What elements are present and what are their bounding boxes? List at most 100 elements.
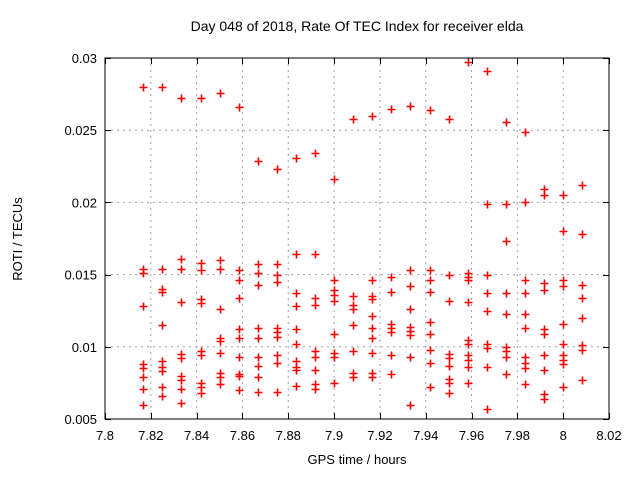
data-point-marker xyxy=(406,266,415,275)
data-point-marker xyxy=(559,383,568,392)
data-point-marker xyxy=(254,388,263,397)
data-point-marker xyxy=(197,259,206,268)
y-tick-label: 0.015 xyxy=(64,268,97,283)
data-point-marker xyxy=(311,301,320,310)
data-point-marker xyxy=(426,266,435,275)
data-point-marker xyxy=(578,281,587,290)
data-point-marker xyxy=(368,349,377,358)
data-point-marker xyxy=(483,307,492,316)
x-axis-label: GPS time / hours xyxy=(307,452,407,467)
data-point-marker xyxy=(254,281,263,290)
data-point-marker xyxy=(292,250,301,259)
data-point-marker xyxy=(521,128,530,137)
data-point-marker xyxy=(216,89,225,98)
data-point-marker xyxy=(521,289,530,298)
data-point-marker xyxy=(292,289,301,298)
data-point-marker xyxy=(426,106,435,115)
data-point-marker xyxy=(158,367,167,376)
data-point-marker xyxy=(559,227,568,236)
data-point-marker xyxy=(197,266,206,275)
data-point-marker xyxy=(483,67,492,76)
data-point-marker xyxy=(349,115,358,124)
data-point-marker xyxy=(368,276,377,285)
data-point-marker xyxy=(426,330,435,339)
data-point-marker xyxy=(177,265,186,274)
data-point-marker xyxy=(426,383,435,392)
data-point-marker xyxy=(578,294,587,303)
data-point-marker xyxy=(483,363,492,372)
x-tick-label: 7.92 xyxy=(367,428,392,443)
data-point-marker xyxy=(273,388,282,397)
data-point-marker xyxy=(368,112,377,121)
data-point-marker xyxy=(273,333,282,342)
data-point-marker xyxy=(158,321,167,330)
data-point-marker xyxy=(330,353,339,362)
data-point-marker xyxy=(311,250,320,259)
data-point-marker xyxy=(559,191,568,200)
data-point-marker xyxy=(578,346,587,355)
data-point-marker xyxy=(197,351,206,360)
data-point-marker xyxy=(406,331,415,340)
plot-border xyxy=(104,57,610,420)
data-point-marker xyxy=(292,325,301,334)
x-tick-label: 7.94 xyxy=(413,428,438,443)
data-point-marker xyxy=(311,294,320,303)
data-point-marker xyxy=(292,154,301,163)
data-point-marker xyxy=(502,118,511,127)
data-point-marker xyxy=(197,389,206,398)
data-point-marker xyxy=(502,310,511,319)
data-point-marker xyxy=(235,325,244,334)
y-tick-label: 0.01 xyxy=(72,340,97,355)
data-point-marker xyxy=(254,373,263,382)
data-point-marker xyxy=(254,269,263,278)
data-point-marker xyxy=(197,94,206,103)
data-point-marker xyxy=(311,353,320,362)
data-point-marker xyxy=(387,288,396,297)
y-tick-label: 0.02 xyxy=(72,195,97,210)
x-tick-label: 7.82 xyxy=(138,428,163,443)
data-point-marker xyxy=(368,312,377,321)
data-point-marker xyxy=(540,286,549,295)
data-point-marker xyxy=(540,366,549,375)
data-point-marker xyxy=(139,269,148,278)
data-point-marker xyxy=(311,366,320,375)
data-point-marker xyxy=(540,191,549,200)
data-point-marker xyxy=(426,346,435,355)
data-point-marker xyxy=(445,362,454,371)
data-point-marker xyxy=(521,364,530,373)
data-point-marker xyxy=(235,266,244,275)
data-point-marker xyxy=(464,363,473,372)
y-tick-label: 0.03 xyxy=(72,51,97,66)
data-point-marker xyxy=(445,271,454,280)
data-point-marker xyxy=(216,256,225,265)
data-point-marker xyxy=(177,255,186,264)
data-point-marker xyxy=(521,324,530,333)
data-point-marker xyxy=(349,292,358,301)
data-point-marker xyxy=(292,366,301,375)
data-point-marker xyxy=(273,278,282,287)
data-point-marker xyxy=(158,383,167,392)
data-point-marker xyxy=(521,276,530,285)
data-point-marker xyxy=(235,103,244,112)
data-point-marker xyxy=(559,282,568,291)
data-point-marker xyxy=(521,380,530,389)
data-point-marker xyxy=(330,379,339,388)
data-point-marker xyxy=(483,344,492,353)
data-point-marker xyxy=(559,360,568,369)
x-tick-label: 7.84 xyxy=(184,428,209,443)
data-point-marker xyxy=(445,389,454,398)
data-point-marker xyxy=(216,337,225,346)
data-point-marker xyxy=(330,297,339,306)
x-tick-label: 8.02 xyxy=(596,428,621,443)
x-tick-label: 7.9 xyxy=(325,428,343,443)
data-point-marker xyxy=(158,265,167,274)
data-point-marker xyxy=(254,353,263,362)
data-point-marker xyxy=(368,373,377,382)
data-point-marker xyxy=(216,380,225,389)
data-point-marker xyxy=(177,94,186,103)
data-point-marker xyxy=(292,302,301,311)
data-point-marker xyxy=(216,349,225,358)
data-point-marker xyxy=(502,289,511,298)
